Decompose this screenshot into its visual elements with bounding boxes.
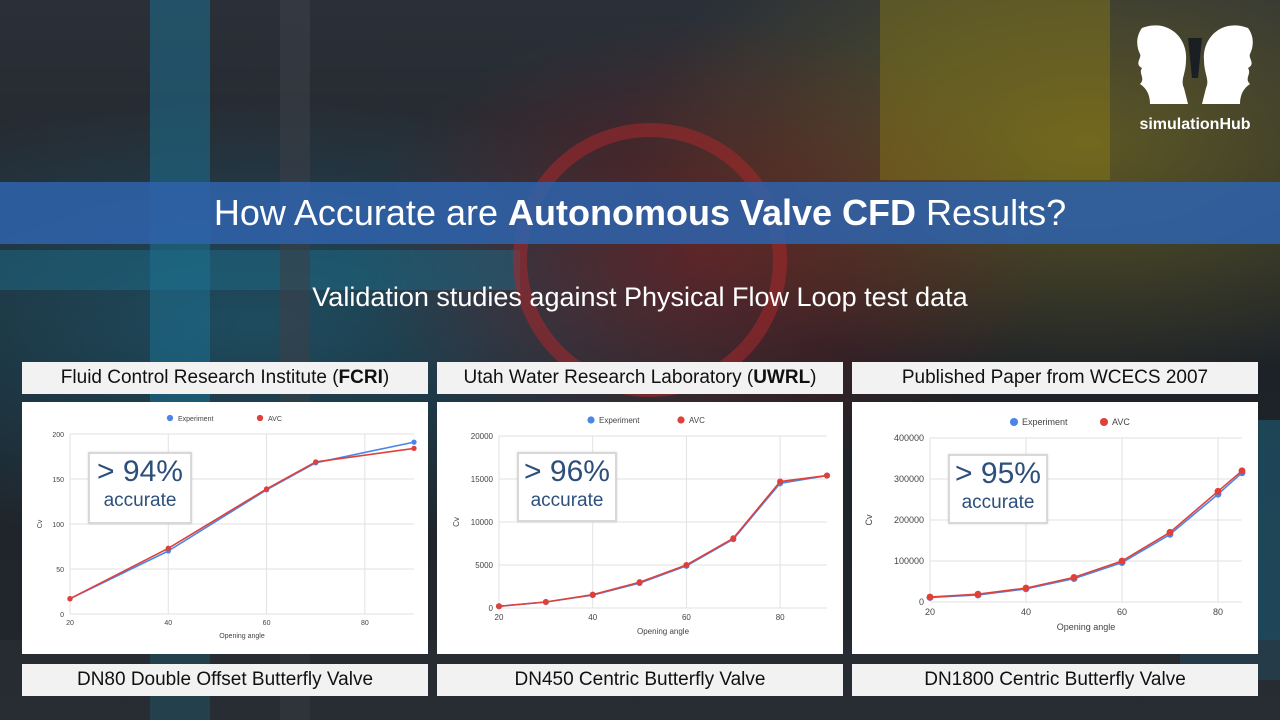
x-tick-label: 40: [1021, 607, 1031, 617]
chart-panel-1: 0 50 100 150 200 20 40 60 80 Opening angle Cv Exper…: [22, 402, 428, 654]
legend-marker-avc: [256, 414, 264, 422]
data-point-avc: [1214, 487, 1222, 495]
accuracy-badge-1: > 94% accurate: [88, 452, 192, 524]
legend-marker-experiment: [1009, 417, 1019, 427]
data-point-avc: [542, 598, 549, 606]
y-tick-label: 0: [489, 604, 494, 613]
y-tick-label: 300000: [894, 474, 924, 484]
source-label-1: Fluid Control Research Institute (FCRI): [22, 362, 428, 394]
data-point-avc: [974, 590, 982, 598]
y-tick-label: 20000: [471, 432, 494, 441]
simulationhub-logo: simulationHub: [1128, 18, 1262, 138]
valve-label-1: DN80 Double Offset Butterfly Valve: [22, 664, 428, 696]
logo-text: simulationHub: [1139, 116, 1251, 133]
data-point-avc: [730, 535, 737, 542]
data-point-avc: [313, 459, 319, 465]
data-point-experiment: [411, 439, 417, 445]
legend-marker-experiment: [587, 416, 595, 424]
x-tick-label: 20: [66, 620, 74, 627]
legend-marker-experiment: [166, 414, 174, 422]
x-tick-label: 20: [495, 613, 504, 622]
y-tick-label: 0: [60, 612, 64, 619]
chart-fcri: 0 50 100 150 200 20 40 60 80 Opening angle Cv Exper…: [37, 414, 417, 640]
y-tick-label: 0: [919, 597, 924, 607]
series-line-avc: [498, 474, 828, 608]
x-tick-label: 20: [925, 607, 935, 617]
legend-marker-avc: [677, 416, 685, 424]
y-tick-label: 400000: [894, 433, 924, 443]
y-tick-label: 5000: [475, 561, 493, 570]
title-prefix: How Accurate are: [213, 192, 508, 233]
x-tick-label: 40: [588, 613, 597, 622]
data-point-avc: [777, 478, 784, 485]
data-point-avc: [263, 486, 270, 492]
x-tick-label: 60: [263, 620, 271, 627]
valve-label-2: DN450 Centric Butterfly Valve: [437, 664, 843, 696]
legend-label-avc: AVC: [689, 416, 705, 425]
legend-label-experiment: Experiment: [1022, 417, 1068, 427]
y-axis-label: Cv: [452, 517, 461, 527]
x-tick-label: 80: [776, 613, 785, 622]
heads-logo-icon: [1137, 25, 1253, 105]
data-point-avc: [1118, 557, 1126, 565]
valve-label-3: DN1800 Centric Butterfly Valve: [852, 664, 1258, 696]
legend-label-avc: AVC: [1112, 417, 1130, 427]
data-point-avc: [495, 603, 503, 610]
y-tick-label: 200000: [894, 515, 924, 525]
y-axis-label: Cv: [864, 514, 874, 525]
chart-uwrl: 0 5000 10000 15000 20000 20 40 60 80 Opening angl…: [452, 416, 831, 636]
data-point-avc: [683, 561, 690, 569]
x-axis-label: Opening angle: [219, 633, 265, 640]
accuracy-badge-2: > 96% accurate: [517, 452, 617, 522]
legend-label-experiment: Experiment: [599, 416, 640, 425]
subtitle: Validation studies against Physical Flow…: [312, 282, 968, 312]
chart-panel-2: 0 5000 10000 15000 20000 20 40 60 80 Opening angl…: [437, 402, 843, 654]
y-tick-label: 10000: [471, 518, 494, 527]
chart-panel-3: 0 100000 200000 300000 400000 20 40 60 80 Opening…: [852, 402, 1258, 654]
data-point-avc: [1022, 584, 1030, 592]
series-line-avc: [929, 470, 1243, 598]
y-axis-label: Cv: [37, 519, 44, 528]
data-point-avc: [165, 545, 171, 551]
data-point-avc: [636, 579, 643, 586]
y-tick-label: 100: [52, 522, 64, 529]
y-tick-label: 15000: [471, 475, 494, 484]
legend-marker-avc: [1099, 417, 1109, 427]
accuracy-badge-3: > 95% accurate: [948, 454, 1048, 524]
x-tick-label: 60: [1117, 607, 1127, 617]
y-tick-label: 200: [52, 432, 64, 439]
x-tick-label: 60: [682, 613, 691, 622]
title-bold: Autonomous Valve CFD: [508, 192, 917, 233]
x-axis-label: Opening angle: [1057, 622, 1116, 632]
x-tick-label: 80: [1213, 607, 1223, 617]
legend-label-avc: AVC: [268, 416, 282, 423]
data-point-avc: [926, 593, 934, 601]
title-suffix: Results?: [916, 192, 1067, 233]
data-point-avc: [67, 596, 73, 602]
legend-label-experiment: Experiment: [178, 416, 213, 423]
page-title: How Accurate are Autonomous Valve CFD Re…: [0, 182, 1280, 244]
data-point-avc: [411, 445, 417, 452]
x-tick-label: 40: [164, 620, 172, 627]
y-tick-label: 150: [52, 477, 64, 484]
x-axis-label: Opening angle: [637, 627, 690, 636]
source-label-3: Published Paper from WCECS 2007: [852, 362, 1258, 394]
chart-wcecs: 0 100000 200000 300000 400000 20 40 60 80 Opening…: [864, 417, 1246, 632]
data-point-avc: [1166, 528, 1174, 536]
data-point-avc: [1070, 573, 1078, 581]
y-tick-label: 100000: [894, 556, 924, 566]
data-point-avc: [1238, 467, 1246, 475]
data-point-avc: [823, 472, 831, 479]
x-tick-label: 80: [361, 620, 369, 627]
source-label-2: Utah Water Research Laboratory (UWRL): [437, 362, 843, 394]
data-point-avc: [589, 591, 596, 598]
y-tick-label: 50: [56, 567, 64, 574]
